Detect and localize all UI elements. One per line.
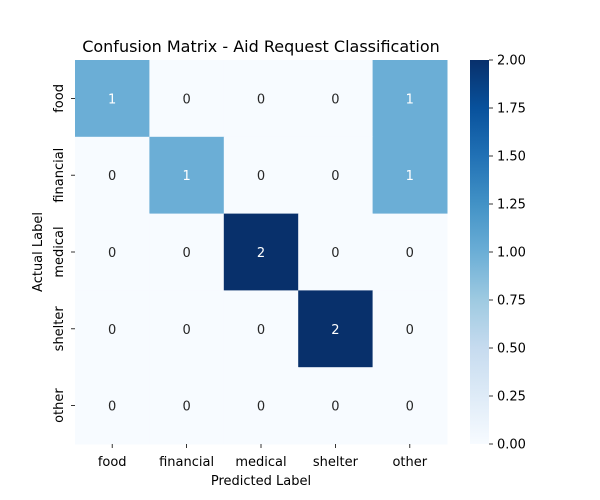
heatmap-cell-shelter-other [372, 290, 448, 368]
cell-value-label: 1 [108, 92, 116, 107]
cell-value-label: 0 [331, 92, 339, 107]
colorbar-tick-label: 0.25 [497, 390, 526, 405]
cell-value-label: 0 [257, 400, 265, 415]
heatmap-cell-medical-financial [149, 213, 225, 291]
heatmap-cell-food-other [372, 60, 448, 138]
x-tick-label: food [98, 455, 127, 470]
y-axis-label: Actual Label [31, 212, 46, 292]
y-tick-label: medical [52, 226, 67, 277]
x-tick-label: financial [159, 455, 214, 470]
cell-value-label: 0 [182, 246, 190, 261]
heatmap-cell-financial-medical [223, 136, 299, 215]
heatmap-cells [75, 60, 448, 445]
heatmap-cell-shelter-shelter [298, 290, 374, 368]
cell-value-label: 1 [406, 169, 414, 184]
cell-value-label: 0 [406, 400, 414, 415]
cell-value-label: 0 [182, 400, 190, 415]
heatmap-cell-labels: 1 0 0 0 1 0 1 0 0 1 0 0 2 0 0 0 0 0 2 0 0 0 0 0 0 [108, 92, 414, 414]
heatmap-cell-other-shelter [298, 367, 374, 445]
heatmap-cell-financial-food [75, 136, 150, 215]
colorbar-tick-label: 1.50 [497, 150, 526, 165]
x-tick-label: medical [235, 455, 286, 470]
cell-value-label: 0 [257, 169, 265, 184]
cell-value-label: 0 [406, 246, 414, 261]
cell-value-label: 0 [331, 169, 339, 184]
cell-value-label: 0 [182, 323, 190, 338]
heatmap-cell-other-medical [223, 367, 299, 445]
colorbar-ticks: 0.00 0.25 0.50 0.75 1.00 1.25 1.50 1.75 2.00 [489, 54, 526, 453]
colorbar-tick-label: 1.25 [497, 198, 526, 213]
cell-value-label: 0 [108, 246, 116, 261]
colorbar-tick-label: 1.00 [497, 246, 526, 261]
x-axis-label: Predicted Label [211, 474, 311, 489]
heatmap-cell-other-other [372, 367, 448, 445]
heatmap-cell-medical-other [372, 213, 448, 291]
heatmap-cell-food-food [75, 60, 150, 138]
colorbar-tick-label: 1.75 [497, 102, 526, 117]
cell-value-label: 0 [331, 246, 339, 261]
x-tick-label: shelter [313, 455, 359, 470]
colorbar-tick-label: 0.75 [497, 294, 526, 309]
colorbar-tick-label: 2.00 [497, 54, 526, 69]
colorbar-tick-label: 0.00 [497, 438, 526, 453]
heatmap-cell-financial-shelter [298, 136, 374, 215]
heatmap-cell-other-food [75, 367, 150, 445]
heatmap-cell-food-medical [223, 60, 299, 138]
cell-value-label: 2 [331, 323, 339, 338]
heatmap-cell-shelter-financial [149, 290, 225, 368]
heatmap-cell-other-financial [149, 367, 225, 445]
cell-value-label: 0 [108, 323, 116, 338]
cell-value-label: 0 [182, 92, 190, 107]
chart-title: Confusion Matrix - Aid Request Classific… [82, 37, 440, 56]
y-axis: food financial medical shelter other [52, 84, 75, 423]
x-axis: food financial medical shelter other [98, 444, 428, 470]
cell-value-label: 0 [331, 400, 339, 415]
heatmap-cell-medical-medical [223, 213, 299, 291]
heatmap-cell-financial-other [372, 136, 448, 215]
heatmap-cell-medical-food [75, 213, 150, 291]
cell-value-label: 1 [182, 169, 190, 184]
y-tick-label: food [52, 84, 67, 113]
cell-value-label: 0 [406, 323, 414, 338]
cell-value-label: 0 [108, 400, 116, 415]
y-tick-label: financial [52, 148, 67, 203]
cell-value-label: 0 [257, 323, 265, 338]
heatmap-cell-shelter-medical [223, 290, 299, 368]
heatmap-cell-food-shelter [298, 60, 374, 138]
heatmap-cell-financial-financial [149, 136, 225, 215]
cell-value-label: 2 [257, 246, 265, 261]
y-tick-label: shelter [52, 306, 67, 352]
cell-value-label: 1 [406, 92, 414, 107]
cell-value-label: 0 [257, 92, 265, 107]
colorbar-tick-label: 0.50 [497, 342, 526, 357]
heatmap-cell-shelter-food [75, 290, 150, 368]
heatmap-cell-food-financial [149, 60, 225, 138]
heatmap-cell-medical-shelter [298, 213, 374, 291]
y-tick-label: other [52, 388, 67, 423]
x-tick-label: other [392, 455, 427, 470]
cell-value-label: 0 [108, 169, 116, 184]
colorbar [470, 60, 489, 444]
